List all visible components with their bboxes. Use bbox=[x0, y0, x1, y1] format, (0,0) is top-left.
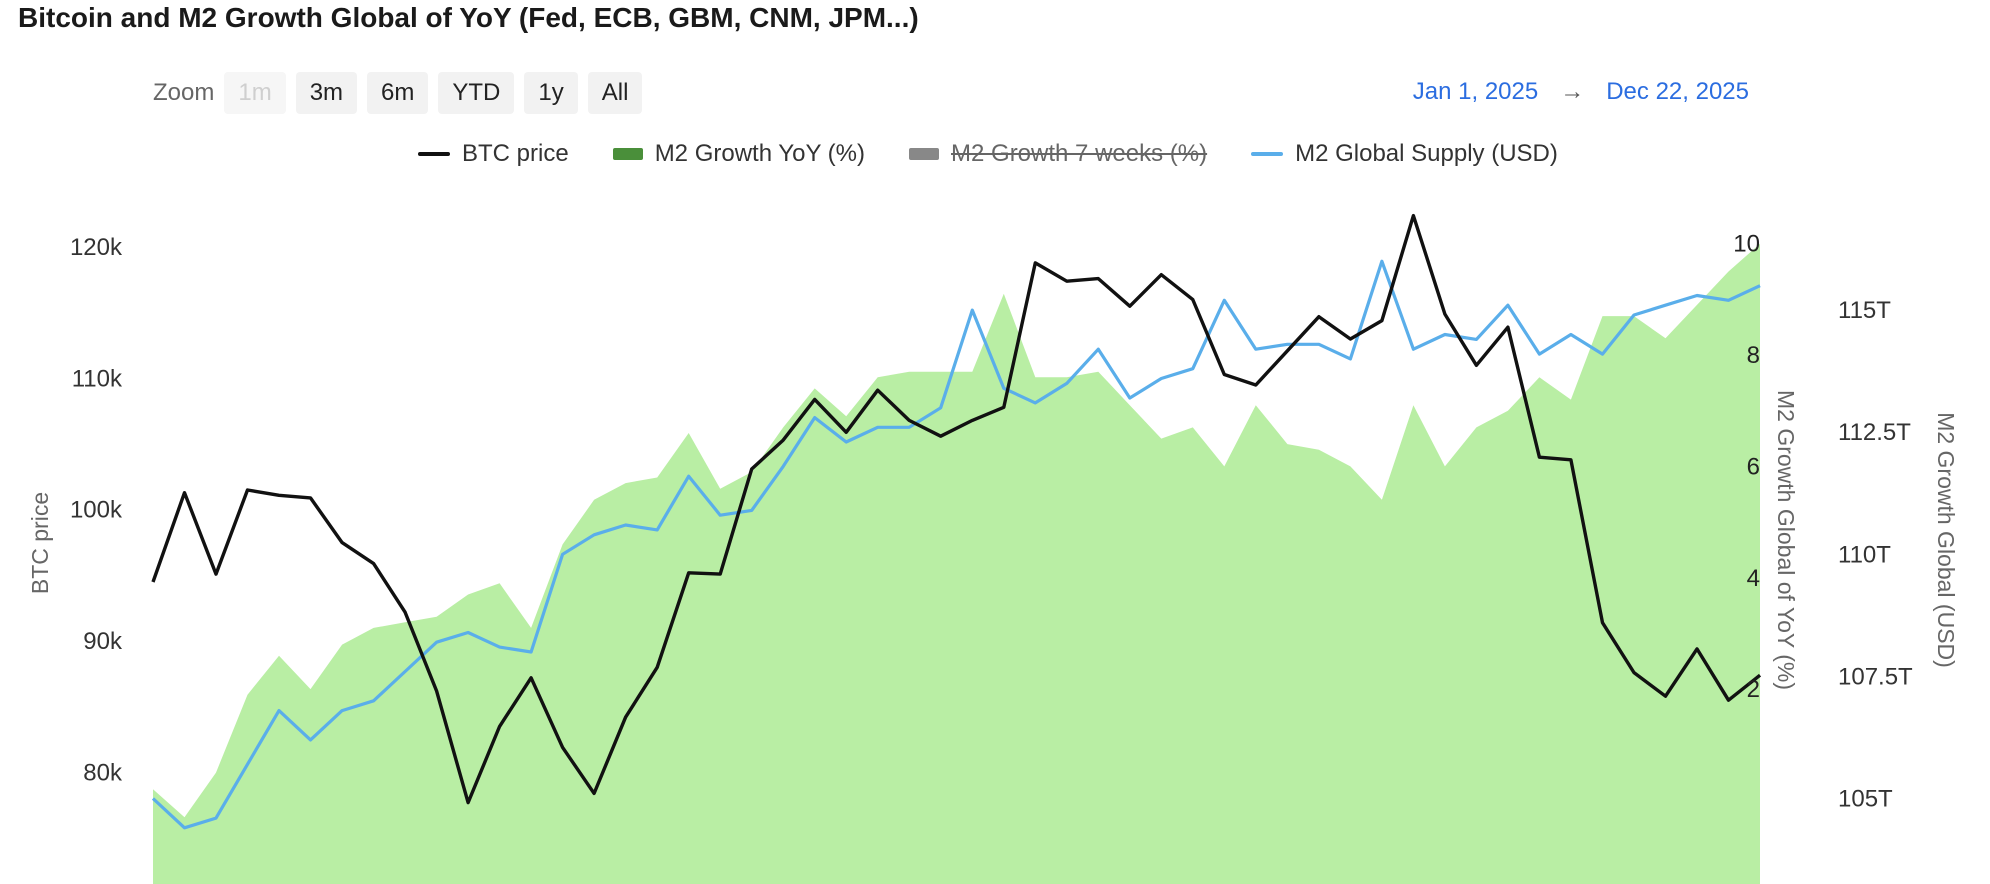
m2-global-supply-line bbox=[151, 259, 1761, 830]
left-axis-title: BTC price bbox=[27, 492, 53, 594]
right1-axis-tick-label: 2 bbox=[1747, 676, 1760, 703]
legend-item-m2-growth-7-weeks[interactable]: M2 Growth 7 weeks (%) bbox=[909, 140, 1207, 168]
left-axis-tick-label: 80k bbox=[83, 759, 123, 786]
chart-title: Bitcoin and M2 Growth Global of YoY (Fed… bbox=[18, 2, 919, 33]
left-axis-tick-label: 110k bbox=[72, 365, 123, 392]
range-end-date[interactable]: Dec 22, 2025 bbox=[1606, 78, 1749, 105]
range-start-date[interactable]: Jan 1, 2025 bbox=[1412, 78, 1539, 105]
zoom-1y-button[interactable]: 1y bbox=[524, 72, 578, 114]
right2-axis-tick-label: 112.5T bbox=[1838, 419, 1911, 446]
legend-label-m2-supply: M2 Global Supply (USD) bbox=[1295, 140, 1558, 167]
legend-label-m2-yoy: M2 Growth YoY (%) bbox=[654, 140, 866, 167]
zoom-toolbar: Zoom 1m 3m 6m YTD 1y All bbox=[153, 72, 643, 114]
zoom-1m-button[interactable]: 1m bbox=[224, 72, 286, 114]
right1-axis-tick-label: 4 bbox=[1747, 565, 1760, 592]
legend-swatch-m2-supply bbox=[1251, 152, 1284, 156]
right1-axis-tick-label: 6 bbox=[1747, 453, 1760, 480]
right2-axis-title: M2 Growth Global (USD) bbox=[1933, 412, 1959, 668]
zoom-ytd-button[interactable]: YTD bbox=[438, 72, 515, 114]
legend-swatch-m2-yoy bbox=[612, 148, 643, 160]
right1-axis-tick-label: 8 bbox=[1747, 342, 1760, 369]
legend-item-btc-price[interactable]: BTC price bbox=[418, 140, 569, 168]
zoom-label: Zoom bbox=[153, 79, 215, 106]
right1-axis-tick-label: 10 bbox=[1733, 231, 1760, 258]
chart-legend: BTC price M2 Growth YoY (%) M2 Growth 7 … bbox=[418, 140, 1558, 168]
right2-axis-tick-label: 115T bbox=[1838, 297, 1891, 324]
legend-label-btc: BTC price bbox=[462, 140, 569, 167]
zoom-6m-button[interactable]: 6m bbox=[367, 72, 429, 114]
right2-axis-tick-label: 105T bbox=[1838, 786, 1893, 813]
zoom-all-button[interactable]: All bbox=[587, 72, 643, 114]
legend-swatch-m2-7w bbox=[909, 148, 940, 160]
btc-price-line bbox=[151, 213, 1762, 805]
legend-item-m2-growth-yoy[interactable]: M2 Growth YoY (%) bbox=[612, 140, 866, 168]
right1-axis-title: M2 Growth Global of YoY (%) bbox=[1773, 390, 1799, 690]
date-range: Jan 1, 2025 → Dec 22, 2025 bbox=[1413, 78, 1749, 106]
axes-layer: 80k 90k 100k 110k 120k 2 4 6 8 10 105T 107.5T 110T 11… bbox=[27, 231, 1959, 813]
arrow-right-icon: → bbox=[1560, 78, 1585, 105]
legend-swatch-btc bbox=[418, 152, 450, 156]
zoom-3m-button[interactable]: 3m bbox=[295, 72, 358, 114]
line-series-layer bbox=[151, 213, 1762, 830]
m2-growth-yoy-area bbox=[153, 243, 1760, 884]
right2-axis-tick-label: 110T bbox=[1838, 541, 1891, 568]
legend-label-m2-7w: M2 Growth 7 weeks (%) bbox=[951, 140, 1208, 167]
m2-yoy-area-layer bbox=[153, 243, 1760, 884]
left-axis-tick-label: 90k bbox=[83, 628, 123, 655]
right2-axis-tick-label: 107.5T bbox=[1838, 663, 1913, 690]
left-axis-tick-label: 100k bbox=[70, 497, 123, 524]
legend-item-m2-global-supply[interactable]: M2 Global Supply (USD) bbox=[1251, 140, 1558, 168]
left-axis-tick-label: 120k bbox=[70, 234, 123, 261]
